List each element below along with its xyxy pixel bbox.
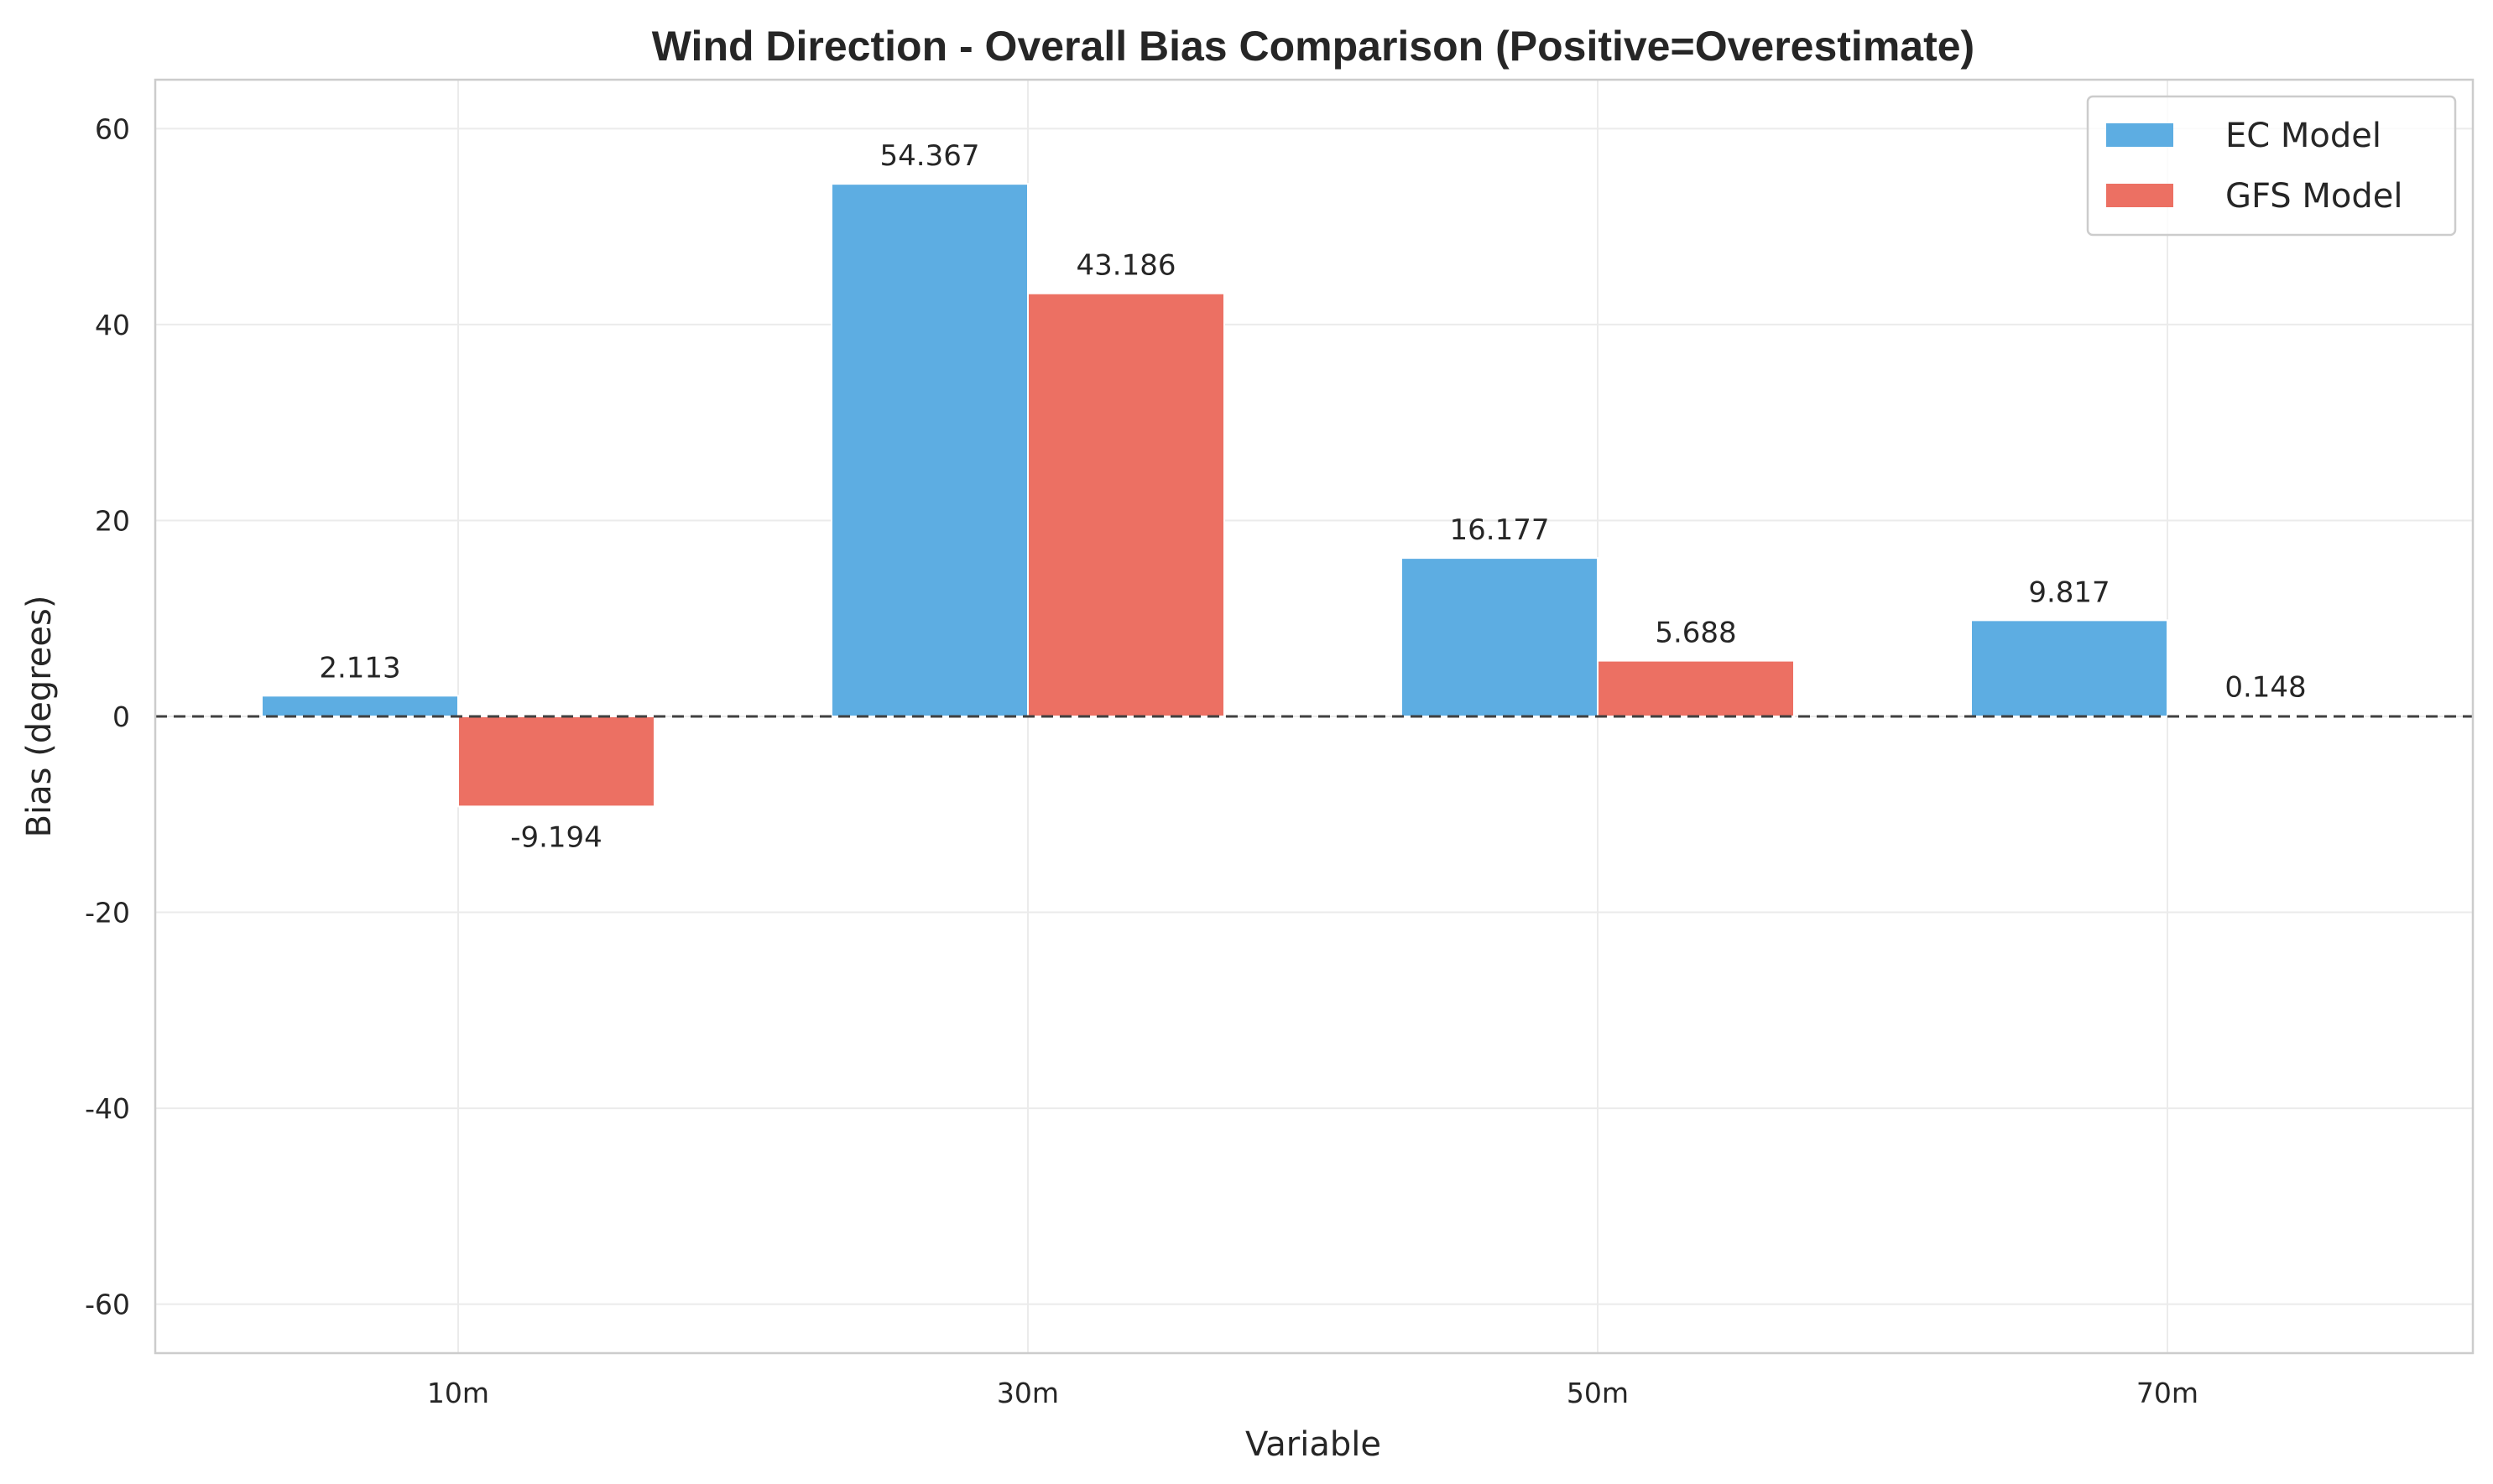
bar-label-gfs-model-50m: 5.688	[1655, 617, 1736, 650]
y-tick-label: 0	[112, 700, 130, 733]
bar-gfs-model-10m	[457, 716, 655, 808]
bar-label-gfs-model-10m: -9.194	[510, 820, 602, 854]
x-axis-ticks: 10m 30m 50m 70m	[427, 1377, 2198, 1409]
y-tick-label: 40	[95, 309, 130, 341]
x-tick-label: 50m	[1567, 1377, 1629, 1409]
y-tick-label: -20	[85, 897, 130, 929]
y-axis-label: Bias (degrees)	[20, 596, 59, 838]
legend-label-ec-model: EC Model	[2225, 117, 2381, 155]
legend-swatch-gfs-model	[2106, 184, 2173, 207]
y-tick-label: -60	[85, 1289, 130, 1321]
bars	[261, 183, 2365, 808]
x-tick-label: 10m	[427, 1377, 489, 1409]
legend-box	[2086, 95, 2457, 237]
x-tick-label: 70m	[2136, 1377, 2198, 1409]
chart-title: Wind Direction - Overall Bias Comparison…	[652, 23, 1974, 70]
legend-label-gfs-model: GFS Model	[2225, 177, 2403, 216]
y-tick-label: 20	[95, 504, 130, 537]
bar-label-gfs-model-30m: 43.186	[1077, 249, 1176, 283]
bar-gfs-model-30m	[1027, 292, 1225, 717]
plot-frame	[154, 78, 2475, 1355]
bar-label-ec-model-10m: 2.113	[319, 651, 400, 685]
bar-ec-model-10m	[261, 695, 459, 717]
x-axis-label: Variable	[1245, 1425, 1381, 1464]
bar-label-ec-model-70m: 9.817	[2028, 575, 2110, 609]
x-tick-label: 30m	[997, 1377, 1059, 1409]
bar-label-ec-model-30m: 54.367	[880, 139, 980, 173]
y-tick-label: 60	[95, 112, 130, 145]
bar-label-ec-model-50m: 16.177	[1450, 513, 1550, 547]
bar-label-gfs-model-70m: 0.148	[2224, 670, 2306, 704]
legend-swatch-ec-model	[2106, 123, 2173, 147]
bar-value-labels: 2.113 54.367 16.177 9.817 -9.194 43.186 5.688 0…	[319, 139, 2306, 854]
bar-ec-model-70m	[1970, 619, 2168, 718]
bar-ec-model-30m	[831, 183, 1029, 718]
bar-gfs-model-50m	[1597, 659, 1795, 717]
y-axis-ticks: -60 -40 -20 0 20 40 60	[85, 112, 130, 1320]
legend: EC Model GFS Model	[2086, 95, 2457, 237]
bar-ec-model-50m	[1400, 557, 1599, 717]
y-tick-label: -40	[85, 1092, 130, 1125]
